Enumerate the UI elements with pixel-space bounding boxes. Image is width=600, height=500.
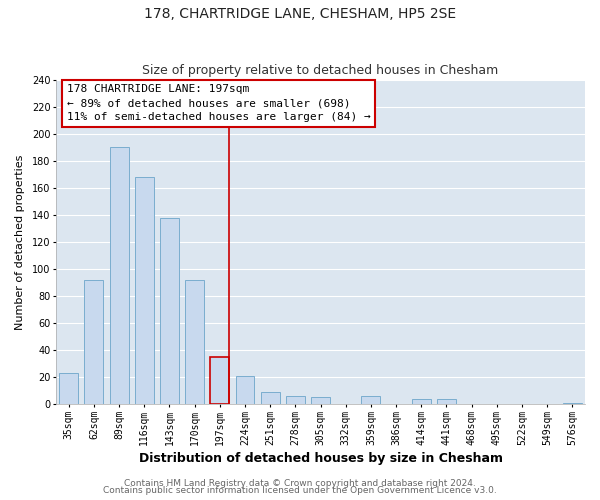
Bar bbox=[110, 147, 128, 404]
Title: Size of property relative to detached houses in Chesham: Size of property relative to detached ho… bbox=[142, 64, 499, 77]
Bar bbox=[437, 399, 456, 404]
Bar bbox=[311, 398, 330, 404]
Bar bbox=[286, 396, 305, 404]
Bar bbox=[563, 403, 582, 404]
Bar bbox=[135, 177, 154, 404]
Bar bbox=[236, 376, 254, 404]
Bar bbox=[412, 399, 431, 404]
Text: 178, CHARTRIDGE LANE, CHESHAM, HP5 2SE: 178, CHARTRIDGE LANE, CHESHAM, HP5 2SE bbox=[144, 8, 456, 22]
Bar bbox=[59, 373, 78, 404]
Bar bbox=[361, 396, 380, 404]
X-axis label: Distribution of detached houses by size in Chesham: Distribution of detached houses by size … bbox=[139, 452, 503, 465]
Text: Contains public sector information licensed under the Open Government Licence v3: Contains public sector information licen… bbox=[103, 486, 497, 495]
Bar bbox=[160, 218, 179, 404]
Y-axis label: Number of detached properties: Number of detached properties bbox=[15, 154, 25, 330]
Bar bbox=[85, 280, 103, 404]
Bar bbox=[211, 357, 229, 404]
Text: 178 CHARTRIDGE LANE: 197sqm
← 89% of detached houses are smaller (698)
11% of se: 178 CHARTRIDGE LANE: 197sqm ← 89% of det… bbox=[67, 84, 370, 122]
Bar bbox=[185, 280, 204, 404]
Bar bbox=[261, 392, 280, 404]
Text: Contains HM Land Registry data © Crown copyright and database right 2024.: Contains HM Land Registry data © Crown c… bbox=[124, 478, 476, 488]
